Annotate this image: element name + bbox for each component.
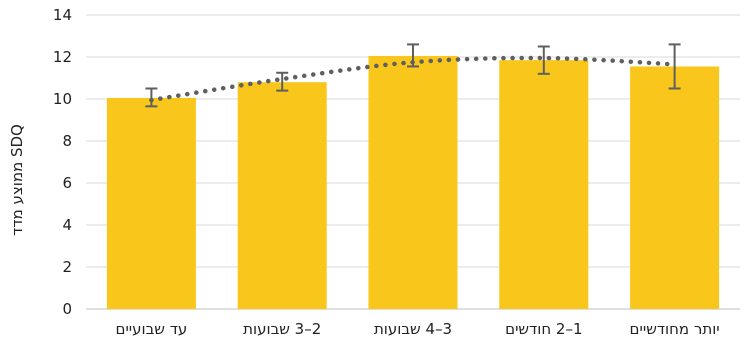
y-axis-ticks: 0 2 4 6 8 10 12 14 (53, 6, 72, 318)
y-tick-label: 4 (62, 216, 72, 234)
y-tick-label: 8 (62, 132, 72, 150)
bar (499, 60, 589, 310)
x-tick-label: עד שבועיים (116, 320, 188, 338)
y-axis-label: ממוצע מדד SDQ (8, 124, 26, 236)
y-tick-label: 10 (53, 90, 72, 108)
x-axis-ticks: עד שבועיים 2–3 שבועות 3–4 שבועות 1–2 חודשים… (116, 320, 720, 338)
bar (368, 55, 458, 310)
y-tick-label: 14 (53, 6, 72, 24)
bars (106, 55, 720, 310)
y-tick-label: 2 (62, 258, 72, 276)
x-tick-label: 2–3 שבועות (243, 320, 321, 338)
y-tick-label: 0 (62, 300, 72, 318)
bar (630, 66, 720, 309)
y-tick-label: 12 (53, 48, 72, 66)
x-tick-label: יותר מחודשיים (630, 320, 720, 338)
bar (237, 82, 327, 309)
y-tick-label: 6 (62, 174, 72, 192)
error-bars (145, 43, 681, 108)
x-tick-label: 3–4 שבועות (374, 320, 452, 338)
x-tick-label: 1–2 חודשים (505, 320, 582, 338)
bar (106, 97, 196, 309)
